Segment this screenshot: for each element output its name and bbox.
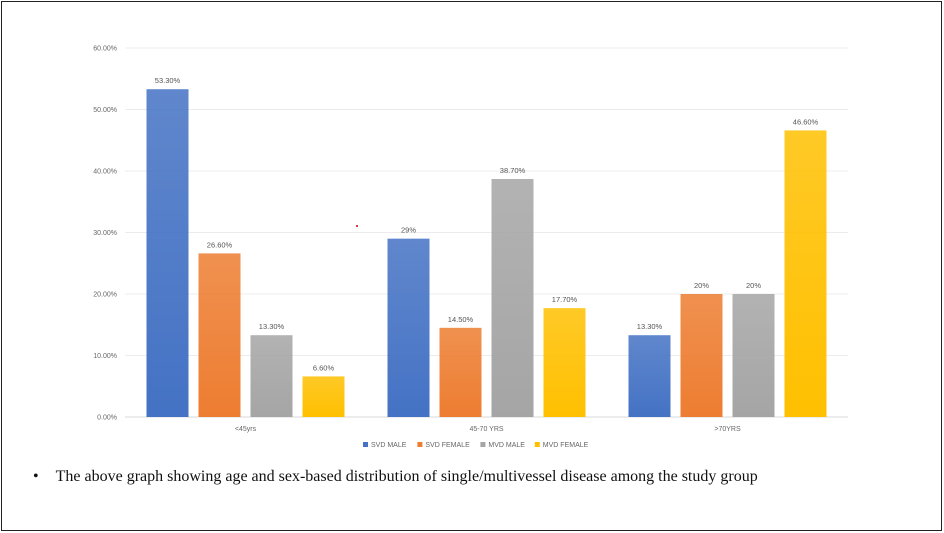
bar xyxy=(543,308,586,417)
stray-dot xyxy=(356,225,358,227)
legend-label: MVD MALE xyxy=(488,442,525,449)
y-tick-label: 20.00% xyxy=(93,292,117,299)
data-label: 46.60% xyxy=(793,117,819,126)
legend-label: SVD FEMALE xyxy=(425,442,470,449)
x-tick-label: >70YRS xyxy=(714,426,741,433)
legend-label: MVD FEMALE xyxy=(543,442,589,449)
bar xyxy=(387,238,430,417)
bar xyxy=(250,335,293,417)
bullet: • xyxy=(33,468,39,485)
legend-swatch xyxy=(363,442,368,447)
data-label: 17.70% xyxy=(552,295,578,304)
y-tick-label: 40.00% xyxy=(93,169,117,176)
legend-swatch xyxy=(480,442,486,447)
bar xyxy=(732,294,775,417)
legend-label: SVD MALE xyxy=(371,442,407,449)
data-label: 53.30% xyxy=(155,76,181,85)
data-label: 14.50% xyxy=(448,315,474,324)
bar xyxy=(628,335,671,417)
y-tick-label: 50.00% xyxy=(93,107,117,114)
bar xyxy=(439,327,482,417)
data-label: 20% xyxy=(694,281,709,290)
bar xyxy=(302,376,345,417)
data-label: 38.70% xyxy=(500,166,526,175)
legend-swatch xyxy=(534,442,540,447)
bar xyxy=(784,130,827,417)
caption-text: The above graph showing age and sex-base… xyxy=(55,468,758,485)
data-label: 26.60% xyxy=(207,240,233,249)
x-tick-label: <45yrs xyxy=(235,426,257,433)
y-tick-label: 0.00% xyxy=(97,415,117,422)
y-tick-label: 30.00% xyxy=(93,230,117,237)
bar xyxy=(680,294,723,417)
data-label: 6.60% xyxy=(313,363,335,372)
data-label: 20% xyxy=(746,281,761,290)
bar xyxy=(491,178,534,417)
bar-chart: 0.00% 10.00% 20.00% 30.00% 40.00% 50.00% 60.00… xyxy=(93,46,848,449)
bar xyxy=(146,89,189,417)
caption: • The above graph showing age and sex-ba… xyxy=(33,468,758,486)
x-tick-label: 45-70 YRS xyxy=(469,426,503,433)
y-tick-label: 60.00% xyxy=(93,46,117,53)
data-label: 13.30% xyxy=(259,322,285,331)
data-label: 29% xyxy=(401,226,416,235)
bar xyxy=(198,253,241,417)
y-tick-label: 10.00% xyxy=(93,353,117,360)
legend-swatch xyxy=(417,442,423,447)
data-label: 13.30% xyxy=(637,322,663,331)
